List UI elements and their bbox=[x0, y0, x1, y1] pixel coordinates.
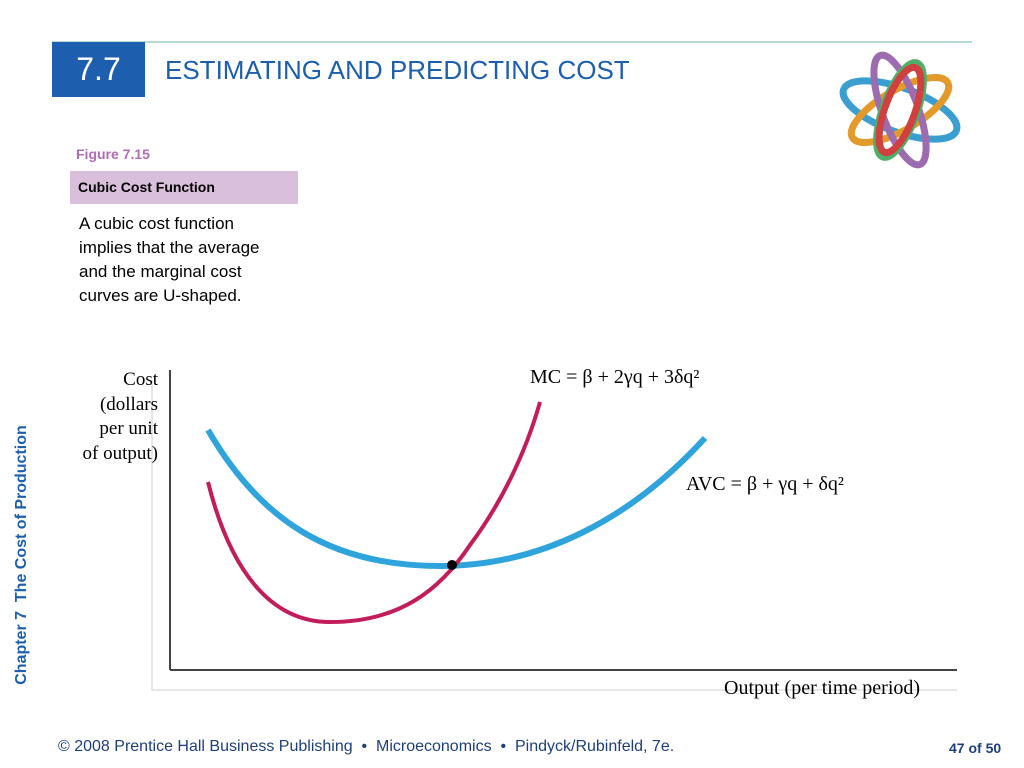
y-axis-label-line: Cost bbox=[123, 369, 158, 390]
slide-title: ESTIMATING AND PREDICTING COST bbox=[165, 55, 630, 85]
mc-curve bbox=[206, 401, 542, 625]
figure-number: Figure 7.15 bbox=[76, 146, 150, 162]
section-number: 7.7 bbox=[76, 51, 121, 87]
footer-text: © 2008 Prentice Hall Business Publishing… bbox=[58, 738, 675, 755]
description: A cubic cost function implies that the av… bbox=[79, 212, 260, 308]
y-axis-label: Cost (dollars per unit of output) bbox=[40, 368, 158, 466]
figure-caption: Cubic Cost Function bbox=[78, 179, 215, 195]
description-line: implies that the average bbox=[79, 238, 260, 257]
section-box bbox=[52, 42, 145, 97]
rings-logo bbox=[839, 51, 961, 169]
avc-label: AVC = β + γq + δq² bbox=[686, 473, 844, 495]
description-line: A cubic cost function bbox=[79, 214, 234, 233]
caption-box bbox=[70, 171, 298, 204]
y-axis-label-line: (dollars bbox=[99, 393, 158, 415]
description-line: curves are U-shaped. bbox=[79, 286, 242, 305]
avc-curve bbox=[205, 428, 708, 570]
intersection-point bbox=[447, 560, 457, 570]
x-axis-label: Output (per time period) bbox=[724, 677, 921, 699]
sidebar-text: Chapter 7 The Cost of Production bbox=[13, 425, 30, 685]
mc-label: MC = β + 2γq + 3δq² bbox=[530, 366, 700, 388]
y-axis-label-line: per unit bbox=[99, 418, 158, 439]
page-number: 47 of 50 bbox=[949, 740, 1002, 756]
description-line: and the marginal cost bbox=[79, 262, 242, 281]
y-axis-label-line: of output) bbox=[82, 442, 158, 464]
